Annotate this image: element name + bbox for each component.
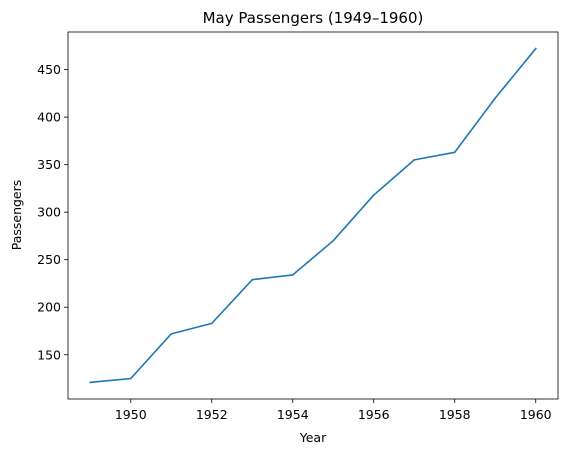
x-tick-label: 1950 bbox=[115, 407, 147, 422]
y-tick-label: 350 bbox=[37, 157, 61, 172]
data-point bbox=[332, 239, 335, 242]
data-point bbox=[494, 97, 497, 99]
y-axis-label: Passengers bbox=[9, 180, 24, 251]
y-tick-label: 450 bbox=[37, 62, 61, 77]
y-tick-label: 400 bbox=[37, 110, 61, 125]
data-point bbox=[413, 159, 416, 161]
x-tick-label: 1952 bbox=[196, 407, 228, 422]
plot-frame bbox=[67, 31, 559, 400]
plot-area bbox=[89, 47, 537, 384]
y-tick-label: 150 bbox=[37, 347, 61, 362]
y-tick-label: 300 bbox=[37, 205, 61, 220]
data-point bbox=[372, 194, 375, 196]
x-axis: 1950 1952 1954 1956 1958 1960 bbox=[115, 399, 552, 422]
data-point bbox=[210, 322, 213, 325]
data-point bbox=[170, 333, 173, 335]
data-point bbox=[251, 278, 254, 281]
x-tick-label: 1960 bbox=[520, 407, 552, 422]
chart-title: May Passengers (1949–1960) bbox=[203, 9, 424, 27]
x-tick-label: 1954 bbox=[277, 407, 309, 422]
x-axis-label: Year bbox=[299, 430, 327, 445]
data-point bbox=[89, 381, 92, 384]
data-point bbox=[129, 377, 132, 380]
data-point bbox=[453, 151, 456, 154]
data-point bbox=[291, 274, 294, 276]
data-point bbox=[534, 47, 537, 50]
y-tick-label: 250 bbox=[37, 252, 61, 267]
y-axis: 150 200 250 300 350 400 450 bbox=[37, 62, 68, 362]
x-tick-label: 1958 bbox=[439, 407, 471, 422]
series-line bbox=[89, 47, 537, 384]
x-tick-label: 1956 bbox=[358, 407, 390, 422]
y-tick-label: 200 bbox=[37, 300, 61, 315]
